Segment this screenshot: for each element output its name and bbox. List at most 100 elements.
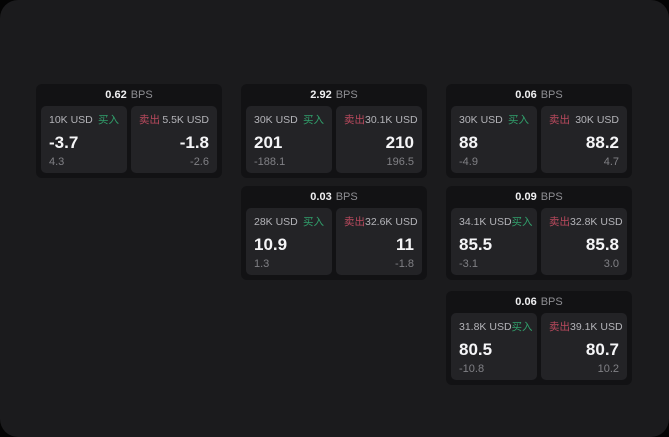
bps-value: 0.09 [515, 191, 537, 203]
card-header: 0.06 BPS [451, 84, 627, 106]
buy-value: 80.5 [459, 339, 493, 359]
card-body: 10K USD 买入 -3.7 4.3 卖出 5.5K USD -1.8 -2.… [41, 106, 217, 173]
buy-panel[interactable]: 34.1K USD 买入 85.5 -3.1 [451, 208, 537, 275]
sell-panel[interactable]: 卖出 30K USD 88.2 4.7 [541, 106, 627, 173]
sell-value: 210 [385, 132, 414, 152]
card-header: 0.06 BPS [451, 291, 627, 313]
buy-value: -3.7 [49, 132, 79, 152]
sell-panel-header: 卖出 32.8K USD [549, 214, 623, 229]
sell-value: 80.7 [585, 339, 619, 359]
buy-panel-header: 28K USD 买入 [254, 214, 324, 229]
buy-label: 买入 [511, 216, 533, 228]
sell-value: 88.2 [585, 132, 619, 152]
buy-change: -10.8 [459, 363, 485, 375]
buy-amount: 28K USD [254, 215, 298, 228]
sell-panel-header: 卖出 30.1K USD [344, 112, 418, 127]
sell-amount: 30K USD [575, 113, 619, 126]
sell-value: -1.8 [179, 132, 209, 152]
sell-panel[interactable]: 卖出 30.1K USD 210 196.5 [336, 106, 422, 173]
buy-change: 4.3 [49, 156, 65, 168]
card-body: 31.8K USD 买入 80.5 -10.8 卖出 39.1K USD 80.… [451, 313, 627, 380]
card-header: 0.62 BPS [41, 84, 217, 106]
sell-label: 卖出 [344, 114, 365, 126]
bps-unit: BPS [540, 296, 563, 308]
bps-unit: BPS [335, 191, 358, 203]
sell-label: 卖出 [139, 114, 160, 126]
card-body: 30K USD 买入 201 -188.1 卖出 30.1K USD 210 1… [246, 106, 422, 173]
sell-change: 196.5 [386, 156, 414, 168]
card-body: 34.1K USD 买入 85.5 -3.1 卖出 32.8K USD 85.8… [451, 208, 627, 275]
sell-label: 卖出 [549, 114, 570, 126]
quote-card[interactable]: 2.92 BPS 30K USD 买入 201 -188.1 卖出 30.1K … [241, 84, 427, 178]
buy-amount: 10K USD [49, 113, 93, 126]
bps-unit: BPS [130, 89, 153, 101]
sell-change: 10.2 [597, 363, 619, 375]
sell-label: 卖出 [344, 216, 365, 228]
buy-value: 88 [459, 132, 478, 152]
card-body: 30K USD 买入 88 -4.9 卖出 30K USD 88.2 4.7 [451, 106, 627, 173]
quote-card[interactable]: 0.06 BPS 31.8K USD 买入 80.5 -10.8 卖出 39.1… [446, 291, 632, 385]
quote-card[interactable]: 0.03 BPS 28K USD 买入 10.9 1.3 卖出 32.6K US… [241, 186, 427, 280]
buy-panel-header: 30K USD 买入 [459, 112, 529, 127]
sell-panel[interactable]: 卖出 5.5K USD -1.8 -2.6 [131, 106, 217, 173]
buy-panel-header: 31.8K USD 买入 [459, 319, 533, 334]
buy-label: 买入 [98, 114, 119, 126]
sell-label: 卖出 [549, 321, 570, 333]
sell-panel[interactable]: 卖出 32.8K USD 85.8 3.0 [541, 208, 627, 275]
sell-change: -1.8 [395, 258, 414, 270]
sell-amount: 30.1K USD [365, 113, 418, 126]
sell-change: -2.6 [190, 156, 209, 168]
sell-panel[interactable]: 卖出 39.1K USD 80.7 10.2 [541, 313, 627, 380]
buy-label: 买入 [508, 114, 529, 126]
card-body: 28K USD 买入 10.9 1.3 卖出 32.6K USD 11 -1.8 [246, 208, 422, 275]
buy-value: 85.5 [459, 234, 493, 254]
buy-panel-header: 10K USD 买入 [49, 112, 119, 127]
buy-panel[interactable]: 28K USD 买入 10.9 1.3 [246, 208, 332, 275]
buy-change: -4.9 [459, 156, 478, 168]
sell-panel-header: 卖出 30K USD [549, 112, 619, 127]
sell-amount: 5.5K USD [162, 113, 209, 126]
sell-change: 3.0 [603, 258, 619, 270]
card-header: 0.09 BPS [451, 186, 627, 208]
buy-amount: 30K USD [459, 113, 503, 126]
bps-unit: BPS [540, 191, 563, 203]
bps-value: 0.06 [515, 89, 537, 101]
buy-panel[interactable]: 31.8K USD 买入 80.5 -10.8 [451, 313, 537, 380]
sell-panel-header: 卖出 5.5K USD [139, 112, 209, 127]
bps-value: 2.92 [310, 89, 332, 101]
bps-value: 0.03 [310, 191, 332, 203]
buy-amount: 34.1K USD [459, 215, 512, 228]
buy-label: 买入 [303, 114, 324, 126]
bps-value: 0.06 [515, 296, 537, 308]
card-header: 0.03 BPS [246, 186, 422, 208]
buy-value: 201 [254, 132, 283, 152]
buy-label: 买入 [303, 216, 324, 228]
card-header: 2.92 BPS [246, 84, 422, 106]
buy-panel[interactable]: 10K USD 买入 -3.7 4.3 [41, 106, 127, 173]
buy-change: -188.1 [254, 156, 286, 168]
bps-unit: BPS [335, 89, 358, 101]
buy-change: 1.3 [254, 258, 270, 270]
quote-card[interactable]: 0.06 BPS 30K USD 买入 88 -4.9 卖出 30K USD 8… [446, 84, 632, 178]
sell-value: 85.8 [585, 234, 619, 254]
bps-value: 0.62 [105, 89, 127, 101]
sell-panel[interactable]: 卖出 32.6K USD 11 -1.8 [336, 208, 422, 275]
quote-card[interactable]: 0.62 BPS 10K USD 买入 -3.7 4.3 卖出 5.5K USD… [36, 84, 222, 178]
sell-panel-header: 卖出 32.6K USD [344, 214, 418, 229]
sell-value: 11 [396, 234, 414, 254]
sell-label: 卖出 [549, 216, 570, 228]
buy-value: 10.9 [254, 234, 288, 254]
buy-panel[interactable]: 30K USD 买入 88 -4.9 [451, 106, 537, 173]
buy-panel-header: 30K USD 买入 [254, 112, 324, 127]
sell-panel-header: 卖出 39.1K USD [549, 319, 623, 334]
quote-card[interactable]: 0.09 BPS 34.1K USD 买入 85.5 -3.1 卖出 32.8K… [446, 186, 632, 280]
sell-amount: 32.8K USD [570, 215, 623, 228]
sell-change: 4.7 [603, 156, 619, 168]
buy-amount: 31.8K USD [459, 320, 512, 333]
buy-amount: 30K USD [254, 113, 298, 126]
buy-change: -3.1 [459, 258, 478, 270]
buy-panel[interactable]: 30K USD 买入 201 -188.1 [246, 106, 332, 173]
bps-unit: BPS [540, 89, 563, 101]
buy-panel-header: 34.1K USD 买入 [459, 214, 533, 229]
